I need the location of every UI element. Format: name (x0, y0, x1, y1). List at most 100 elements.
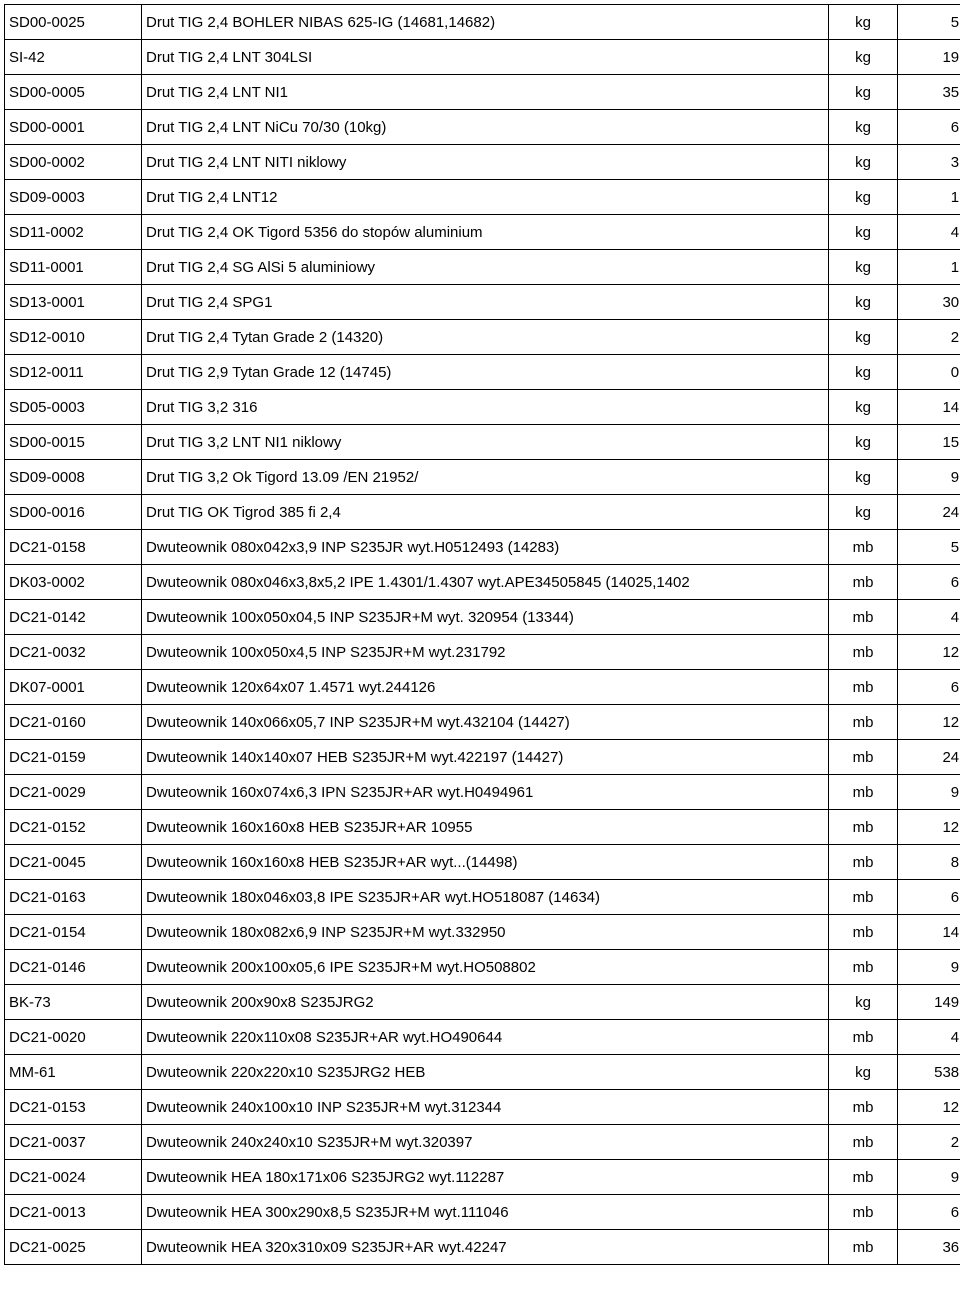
description-cell: Drut TIG 2,4 BOHLER NIBAS 625-IG (14681,… (142, 5, 829, 40)
qty-cell: 6,00 (898, 880, 960, 915)
qty-cell: 5,00 (898, 5, 960, 40)
code-cell: SD12-0010 (5, 320, 142, 355)
qty-cell: 36,13 (898, 1230, 960, 1265)
description-cell: Drut TIG 2,4 SG AlSi 5 aluminiowy (142, 250, 829, 285)
unit-cell: mb (829, 915, 898, 950)
description-cell: Drut TIG 3,2 316 (142, 390, 829, 425)
unit-cell: kg (829, 285, 898, 320)
code-cell: BK-73 (5, 985, 142, 1020)
table-row: DC21-0158Dwuteownik 080x042x3,9 INP S235… (5, 530, 960, 565)
qty-cell: 1,56 (898, 180, 960, 215)
description-cell: Drut TIG OK Tigrod 385 fi 2,4 (142, 495, 829, 530)
code-cell: DC21-0163 (5, 880, 142, 915)
unit-cell: mb (829, 670, 898, 705)
description-cell: Dwuteownik 200x100x05,6 IPE S235JR+M wyt… (142, 950, 829, 985)
table-row: SD13-0001Drut TIG 2,4 SPG1kg30,36 (5, 285, 960, 320)
qty-cell: 30,36 (898, 285, 960, 320)
qty-cell: 6,58 (898, 1195, 960, 1230)
code-cell: SD11-0001 (5, 250, 142, 285)
code-cell: DC21-0024 (5, 1160, 142, 1195)
code-cell: SD00-0005 (5, 75, 142, 110)
table-row: DC21-0154Dwuteownik 180x082x6,9 INP S235… (5, 915, 960, 950)
description-cell: Dwuteownik 140x140x07 HEB S235JR+M wyt.4… (142, 740, 829, 775)
description-cell: Drut TIG 2,4 SPG1 (142, 285, 829, 320)
description-cell: Drut TIG 2,4 LNT NITI niklowy (142, 145, 829, 180)
table-row: MM-61Dwuteownik 220x220x10 S235JRG2 HEBk… (5, 1055, 960, 1090)
description-cell: Dwuteownik HEA 300x290x8,5 S235JR+M wyt.… (142, 1195, 829, 1230)
code-cell: DC21-0159 (5, 740, 142, 775)
qty-cell: 14,00 (898, 915, 960, 950)
code-cell: SD12-0011 (5, 355, 142, 390)
description-cell: Drut TIG 2,4 LNT NiCu 70/30 (10kg) (142, 110, 829, 145)
qty-cell: 6,06 (898, 565, 960, 600)
code-cell: SD00-0002 (5, 145, 142, 180)
unit-cell: kg (829, 40, 898, 75)
description-cell: Dwuteownik 080x046x3,8x5,2 IPE 1.4301/1.… (142, 565, 829, 600)
unit-cell: mb (829, 1090, 898, 1125)
qty-cell: 4,44 (898, 1020, 960, 1055)
unit-cell: kg (829, 985, 898, 1020)
unit-cell: kg (829, 215, 898, 250)
table-row: DC21-0025Dwuteownik HEA 320x310x09 S235J… (5, 1230, 960, 1265)
table-row: SD00-0002Drut TIG 2,4 LNT NITI niklowykg… (5, 145, 960, 180)
table-row: SD00-0016Drut TIG OK Tigrod 385 fi 2,4kg… (5, 495, 960, 530)
unit-cell: mb (829, 880, 898, 915)
unit-cell: kg (829, 110, 898, 145)
qty-cell: 12,00 (898, 810, 960, 845)
code-cell: SD00-0015 (5, 425, 142, 460)
description-cell: Dwuteownik 100x050x04,5 INP S235JR+M wyt… (142, 600, 829, 635)
table-row: SD09-0008Drut TIG 3,2 Ok Tigord 13.09 /E… (5, 460, 960, 495)
table-row: SD12-0011Drut TIG 2,9 Tytan Grade 12 (14… (5, 355, 960, 390)
description-cell: Dwuteownik 120x64x07 1.4571 wyt.244126 (142, 670, 829, 705)
table-row: DC21-0037Dwuteownik 240x240x10 S235JR+M … (5, 1125, 960, 1160)
description-cell: Dwuteownik HEA 320x310x09 S235JR+AR wyt.… (142, 1230, 829, 1265)
table-row: DC21-0029Dwuteownik 160x074x6,3 IPN S235… (5, 775, 960, 810)
table-row: DC21-0045Dwuteownik 160x160x8 HEB S235JR… (5, 845, 960, 880)
code-cell: SD05-0003 (5, 390, 142, 425)
code-cell: DC21-0037 (5, 1125, 142, 1160)
description-cell: Dwuteownik HEA 180x171x06 S235JRG2 wyt.1… (142, 1160, 829, 1195)
table-row: DC21-0159Dwuteownik 140x140x07 HEB S235J… (5, 740, 960, 775)
code-cell: SD13-0001 (5, 285, 142, 320)
qty-cell: 12,15 (898, 635, 960, 670)
code-cell: DC21-0146 (5, 950, 142, 985)
qty-cell: 538,51 (898, 1055, 960, 1090)
description-cell: Dwuteownik 100x050x4,5 INP S235JR+M wyt.… (142, 635, 829, 670)
qty-cell: 19,60 (898, 40, 960, 75)
qty-cell: 2,96 (898, 1125, 960, 1160)
qty-cell: 0,70 (898, 355, 960, 390)
description-cell: Dwuteownik 220x110x08 S235JR+AR wyt.HO49… (142, 1020, 829, 1055)
qty-cell: 5,15 (898, 530, 960, 565)
description-cell: Dwuteownik 240x240x10 S235JR+M wyt.32039… (142, 1125, 829, 1160)
table-row: SI-42Drut TIG 2,4 LNT 304LSIkg19,60 (5, 40, 960, 75)
unit-cell: mb (829, 635, 898, 670)
unit-cell: kg (829, 355, 898, 390)
unit-cell: mb (829, 530, 898, 565)
description-cell: Dwuteownik 220x220x10 S235JRG2 HEB (142, 1055, 829, 1090)
table-row: DK07-0001Dwuteownik 120x64x07 1.4571 wyt… (5, 670, 960, 705)
code-cell: MM-61 (5, 1055, 142, 1090)
qty-cell: 35,30 (898, 75, 960, 110)
description-cell: Dwuteownik 240x100x10 INP S235JR+M wyt.3… (142, 1090, 829, 1125)
qty-cell: 3,90 (898, 145, 960, 180)
unit-cell: kg (829, 5, 898, 40)
qty-cell: 24,40 (898, 495, 960, 530)
code-cell: DK03-0002 (5, 565, 142, 600)
qty-cell: 9,43 (898, 775, 960, 810)
table-row: DC21-0020Dwuteownik 220x110x08 S235JR+AR… (5, 1020, 960, 1055)
table-row: DC21-0163Dwuteownik 180x046x03,8 IPE S23… (5, 880, 960, 915)
table-row: SD00-0015Drut TIG 3,2 LNT NI1 niklowykg1… (5, 425, 960, 460)
qty-cell: 4,50 (898, 215, 960, 250)
table-row: DC21-0152Dwuteownik 160x160x8 HEB S235JR… (5, 810, 960, 845)
qty-cell: 8,20 (898, 845, 960, 880)
unit-cell: mb (829, 1160, 898, 1195)
unit-cell: kg (829, 320, 898, 355)
table-row: SD00-0005Drut TIG 2,4 LNT NI1kg35,30 (5, 75, 960, 110)
table-row: DK03-0002Dwuteownik 080x046x3,8x5,2 IPE … (5, 565, 960, 600)
qty-cell: 6,03 (898, 670, 960, 705)
unit-cell: kg (829, 390, 898, 425)
unit-cell: kg (829, 495, 898, 530)
description-cell: Drut TIG 2,4 LNT12 (142, 180, 829, 215)
description-cell: Drut TIG 3,2 Ok Tigord 13.09 /EN 21952/ (142, 460, 829, 495)
table-row: SD00-0001Drut TIG 2,4 LNT NiCu 70/30 (10… (5, 110, 960, 145)
